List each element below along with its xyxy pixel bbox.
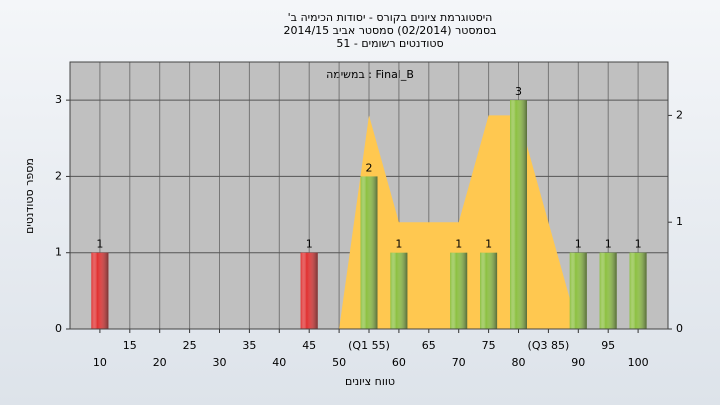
data-label: 1 (575, 238, 582, 251)
chart-title: סטודנטים רשומים - 51 (336, 37, 443, 50)
x-tick-label: 25 (183, 339, 197, 352)
x-tick-label: (Q1 55) (348, 339, 390, 352)
y-tick-label: 2 (55, 169, 62, 182)
y-tick-label: 3 (55, 93, 62, 106)
bar-shade (629, 252, 647, 329)
data-label: 1 (485, 238, 492, 251)
x-tick-label: 30 (213, 356, 227, 369)
data-label: 1 (635, 238, 642, 251)
bar-shade (480, 252, 498, 329)
x-tick-label: 60 (392, 356, 406, 369)
bar-shade (360, 176, 378, 329)
y2-tick-label: 2 (676, 108, 683, 121)
x-tick-label: 50 (332, 356, 346, 369)
x-tick-label: 65 (422, 339, 436, 352)
x-tick-label: 70 (452, 356, 466, 369)
data-label: 1 (306, 238, 313, 251)
bar-shade (390, 252, 408, 329)
y-tick-label: 1 (55, 246, 62, 259)
chart-subtitle: במשימה : Final_B (326, 68, 414, 81)
x-axis-title: טווח ציונים (345, 375, 395, 388)
y-tick-label: 0 (55, 322, 62, 335)
x-tick-label: 75 (482, 339, 496, 352)
x-tick-label: 80 (512, 356, 526, 369)
x-tick-label: 20 (153, 356, 167, 369)
data-label: 1 (605, 238, 612, 251)
x-tick-label: 95 (601, 339, 615, 352)
plot-border (69, 61, 669, 330)
data-label: 1 (455, 238, 462, 251)
bar-shade (300, 252, 318, 329)
bar-shade (569, 252, 587, 329)
chart-title: בסמסטר (02/2014) סמסטר אביב 2014/15 (283, 24, 496, 37)
x-tick-label: 15 (123, 339, 137, 352)
x-tick-label: 35 (242, 339, 256, 352)
x-tick-label: (Q3 85) (528, 339, 570, 352)
data-label: 3 (515, 85, 522, 98)
x-tick-label: 45 (302, 339, 316, 352)
bar-shade (450, 252, 468, 329)
chart-title: 'היסטוגרמת ציונים בקורס - יסודות הכימיה … (288, 11, 493, 24)
x-tick-label: 90 (571, 356, 585, 369)
data-label: 1 (395, 238, 402, 251)
bar-shade (91, 252, 109, 329)
x-tick-label: 40 (272, 356, 286, 369)
bar-shade (510, 100, 527, 330)
data-label: 1 (96, 238, 103, 251)
bar-shade (599, 252, 617, 329)
y-axis-title: מספר סטודנטים (23, 158, 36, 234)
x-tick-label: 10 (93, 356, 107, 369)
x-tick-label: 100 (628, 356, 649, 369)
data-label: 2 (366, 161, 373, 174)
y2-tick-label: 1 (676, 215, 683, 228)
y2-tick-label: 0 (676, 322, 683, 335)
